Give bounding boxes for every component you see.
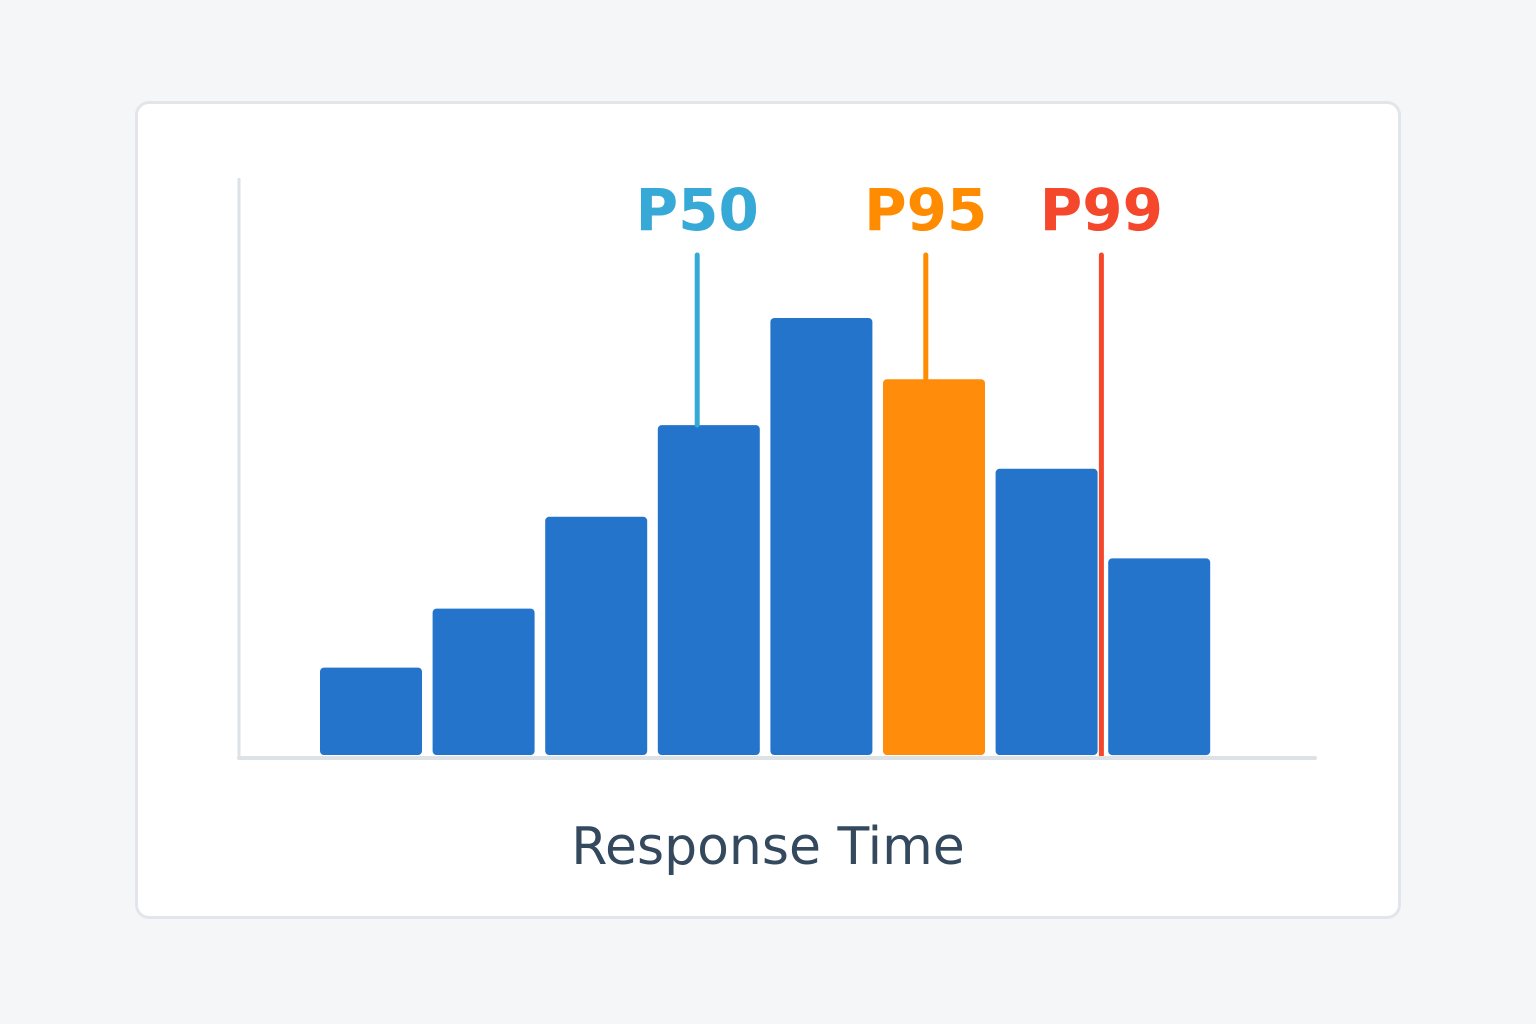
percentile-label-p50: P50 [636,176,759,244]
histogram-bar [1108,558,1211,756]
x-axis-label: Response Time [571,817,965,877]
percentile-label-p95: P95 [864,176,987,244]
bars-layer [320,318,1211,756]
percentile-markers: P50 P95 P99 [636,176,1163,758]
percentile-label-p99: P99 [1040,176,1163,244]
chart-card [135,101,1401,919]
histogram-bar [320,667,422,755]
histogram-bar [432,608,535,755]
histogram-bar [995,468,1098,755]
histogram-bar-highlighted [883,379,985,755]
histogram-bar [545,516,648,755]
histogram-bar [657,425,760,755]
histogram-bar [770,318,873,755]
